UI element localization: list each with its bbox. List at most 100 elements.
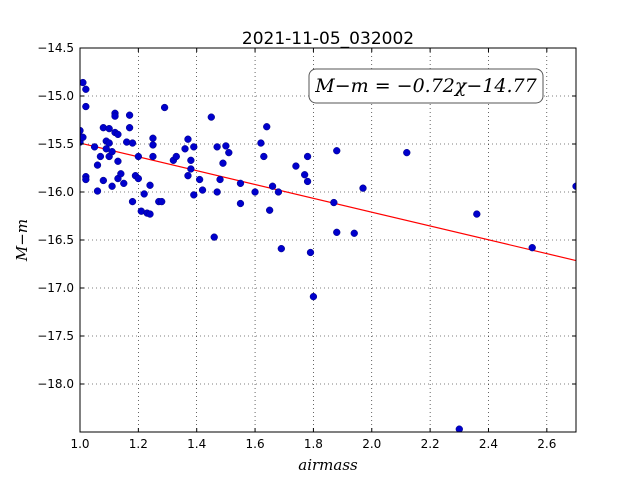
data-point (213, 188, 221, 196)
data-point (187, 156, 195, 164)
data-point (251, 188, 259, 196)
fit-line-layer (79, 142, 577, 262)
data-point (292, 162, 300, 170)
data-point (222, 142, 230, 150)
data-point (210, 233, 218, 241)
fit-line (79, 142, 577, 262)
data-point (160, 103, 169, 112)
data-point (219, 159, 227, 167)
data-point (330, 198, 338, 207)
data-point (140, 190, 148, 198)
data-point (265, 206, 274, 214)
data-point (277, 244, 285, 253)
data-point (117, 170, 125, 178)
data-point (125, 124, 134, 132)
data-point (181, 145, 189, 153)
data-point (359, 184, 367, 192)
data-point (128, 139, 137, 147)
x-tick-label: 1.8 (304, 437, 323, 451)
data-point (102, 145, 110, 153)
annotation-text: M−m = −0.72χ−14.77 (314, 75, 537, 97)
y-tick-label: −18.0 (37, 377, 74, 391)
data-point (528, 244, 536, 252)
data-point (80, 78, 87, 87)
data-point (263, 123, 271, 131)
data-point (207, 113, 215, 121)
annotation-box (308, 68, 544, 104)
y-axis-ticks: −14.5 −15.0 −15.5 −16.0 −16.5 −17.0 −17.5 −18.0 (37, 41, 576, 391)
data-point (111, 112, 119, 120)
data-point (301, 171, 309, 179)
y-tick-label: −15.5 (37, 137, 74, 151)
data-point (146, 181, 154, 189)
data-point (80, 126, 84, 135)
x-tick-label: 1.0 (70, 437, 89, 451)
data-point (225, 148, 233, 157)
data-point (350, 229, 358, 237)
x-tick-label: 1.2 (129, 437, 148, 451)
x-axis-label: airmass (298, 456, 358, 474)
data-point (114, 157, 122, 165)
data-point (274, 188, 283, 196)
chart-title: 2021-11-05_032002 (242, 29, 414, 49)
data-point (128, 197, 137, 206)
data-point (108, 182, 116, 190)
x-tick-label: 2.6 (537, 437, 556, 451)
data-point (260, 152, 268, 161)
data-point (333, 147, 341, 155)
data-point (306, 248, 315, 257)
data-point (99, 176, 107, 185)
data-point (105, 139, 113, 147)
x-tick-label: 2.4 (479, 437, 498, 451)
data-point (184, 135, 192, 143)
data-point (149, 152, 157, 161)
y-axis-label: M−m (13, 219, 31, 262)
data-point (455, 425, 463, 432)
data-point (213, 143, 221, 151)
y-tick-label: −15.0 (37, 89, 74, 103)
data-point (120, 179, 128, 188)
data-point (158, 197, 166, 206)
data-point (216, 175, 224, 184)
data-point (96, 152, 105, 161)
x-tick-label: 2.0 (362, 437, 381, 451)
y-tick-label: −16.0 (37, 185, 74, 199)
data-point (149, 141, 157, 149)
data-point (93, 161, 102, 169)
data-point (257, 139, 265, 147)
data-point (82, 102, 90, 111)
data-point (473, 210, 481, 218)
data-point (195, 175, 204, 184)
x-tick-label: 1.4 (187, 437, 206, 451)
y-tick-label: −14.5 (37, 41, 74, 55)
y-tick-label: −16.5 (37, 233, 74, 247)
data-point (333, 228, 341, 236)
data-point (236, 179, 245, 188)
x-tick-label: 1.6 (246, 437, 265, 451)
data-point (90, 143, 99, 151)
data-point (134, 152, 143, 161)
data-point (190, 143, 198, 151)
data-point (93, 187, 102, 195)
data-point (82, 175, 90, 184)
data-point (190, 191, 198, 199)
y-tick-label: −17.0 (37, 281, 74, 295)
data-points (80, 78, 576, 432)
data-point (80, 133, 87, 141)
data-point (149, 134, 157, 142)
x-axis-ticks: 1.0 1.2 1.4 1.6 1.8 2.0 2.2 2.4 2.6 (70, 48, 556, 451)
x-tick-label: 2.2 (421, 437, 440, 451)
data-point (105, 124, 113, 133)
data-point (184, 172, 192, 180)
data-point (82, 85, 90, 93)
data-point (187, 165, 195, 173)
y-tick-label: −17.5 (37, 329, 74, 343)
data-point (303, 177, 312, 186)
data-point (134, 174, 143, 183)
data-point (268, 182, 277, 190)
data-point (309, 292, 318, 301)
data-point (125, 111, 134, 119)
data-point (303, 152, 312, 161)
fit-annotation: M−m = −0.72χ−14.77 (308, 68, 544, 104)
